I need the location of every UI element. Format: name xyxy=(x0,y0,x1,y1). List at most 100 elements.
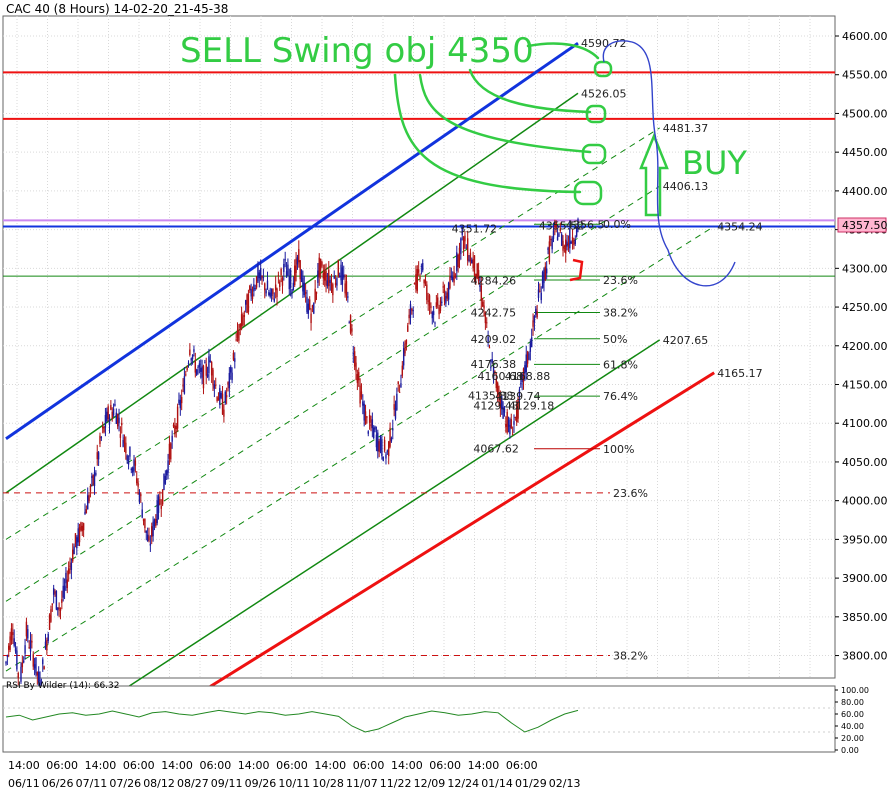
candle-body xyxy=(393,404,395,410)
y-tick-label: 3950.00 xyxy=(842,533,888,546)
y-tick-label: 3850.00 xyxy=(842,611,888,624)
x-time-label: 06:00 xyxy=(429,759,461,772)
candle-body xyxy=(182,384,184,387)
candle-body xyxy=(21,662,24,668)
candle-body xyxy=(140,494,142,497)
x-date-label: 08/12 xyxy=(143,777,175,790)
x-time-label: 14:00 xyxy=(238,759,270,772)
candle-body xyxy=(529,342,532,352)
candle-body xyxy=(191,354,194,360)
candle-body xyxy=(318,257,320,278)
buy-annotation: BUY xyxy=(682,144,747,182)
candle-body xyxy=(174,425,176,435)
candle-body xyxy=(347,296,349,298)
candle-body xyxy=(477,270,480,282)
candle-body xyxy=(309,299,311,310)
candle-body xyxy=(266,280,269,290)
candle-body xyxy=(62,585,64,598)
candle-body xyxy=(456,252,458,271)
candle-body xyxy=(257,265,259,282)
candle-body xyxy=(453,271,455,283)
candle-body xyxy=(111,411,113,419)
candle-body xyxy=(70,562,73,570)
candle-body xyxy=(476,263,478,279)
candle-body xyxy=(334,282,337,286)
candle-body xyxy=(431,312,433,319)
candle-body xyxy=(99,435,101,444)
candle-body xyxy=(228,372,231,389)
price-label: 4284.26 xyxy=(471,275,516,288)
candle-body xyxy=(310,313,312,324)
candle-body xyxy=(201,366,203,378)
candle-body xyxy=(122,440,124,447)
x-date-label: 11/22 xyxy=(380,777,412,790)
candle-body xyxy=(401,365,404,376)
chart-title: CAC 40 (8 Hours) 14-02-20_21-45-38 xyxy=(6,2,228,16)
candle-body xyxy=(426,284,428,301)
candle-body xyxy=(298,249,300,263)
candle-body xyxy=(283,264,285,272)
candle-body xyxy=(427,300,429,302)
candle-body xyxy=(200,367,202,372)
candle-body xyxy=(382,456,384,462)
candle-body xyxy=(276,288,278,297)
candle-body xyxy=(156,500,158,524)
candle-body xyxy=(532,320,534,327)
x-time-label: 06:00 xyxy=(123,759,155,772)
candle-body xyxy=(254,288,256,290)
candle-body xyxy=(428,295,431,306)
trend-line-label: 4481.37 xyxy=(663,122,709,135)
candle-body xyxy=(17,673,19,679)
candle-body xyxy=(59,608,62,611)
candle-body xyxy=(277,275,280,277)
candle-body xyxy=(212,369,214,386)
candle-body xyxy=(513,421,515,425)
price-label: 4168.88 xyxy=(505,370,551,383)
trend-line-label: 4526.05 xyxy=(581,87,627,100)
candle-body xyxy=(502,406,504,419)
fib-far-label: 23.6% xyxy=(613,487,648,500)
candle-body xyxy=(314,288,316,303)
price-label: 4176.38 xyxy=(471,358,516,371)
candle-body xyxy=(430,305,432,309)
trend-line-green xyxy=(5,185,660,602)
x-date-label: 07/11 xyxy=(76,777,108,790)
candle-body xyxy=(577,218,579,230)
price-label: 4242.75 xyxy=(471,307,516,320)
candle-body xyxy=(232,352,235,360)
candle-body xyxy=(249,285,251,291)
candle-body xyxy=(511,434,514,436)
candle-body xyxy=(141,509,143,518)
candle-body xyxy=(387,441,390,457)
candle-body xyxy=(326,280,329,287)
candle-body xyxy=(473,255,476,276)
candle-body xyxy=(213,384,216,389)
candle-body xyxy=(115,412,118,424)
candle-body xyxy=(187,362,190,364)
candle-body xyxy=(159,499,161,505)
candle-body xyxy=(389,427,391,447)
candle-body xyxy=(396,393,398,410)
candle-body xyxy=(510,419,512,429)
candle-body xyxy=(63,585,66,591)
candle-body xyxy=(471,259,473,264)
candle-body xyxy=(442,286,444,288)
candle-body xyxy=(179,399,182,409)
candle-body xyxy=(104,414,107,428)
candle-body xyxy=(385,454,387,459)
candle-body xyxy=(443,289,446,301)
candle-body xyxy=(522,368,525,382)
candle-body xyxy=(355,362,357,372)
candle-body xyxy=(514,416,517,418)
candle-body xyxy=(452,276,454,281)
candle-body xyxy=(364,411,367,425)
candle-body xyxy=(33,664,36,669)
candle-body xyxy=(106,411,108,422)
candle-body xyxy=(244,300,247,305)
candle-body xyxy=(48,614,51,630)
channel-lines: 4590.72 4526.05 4481.37 4406.13 4354.24 4207.… xyxy=(5,37,763,688)
candle-body xyxy=(520,383,522,385)
candle-body xyxy=(100,437,103,439)
candle-body xyxy=(400,383,402,388)
